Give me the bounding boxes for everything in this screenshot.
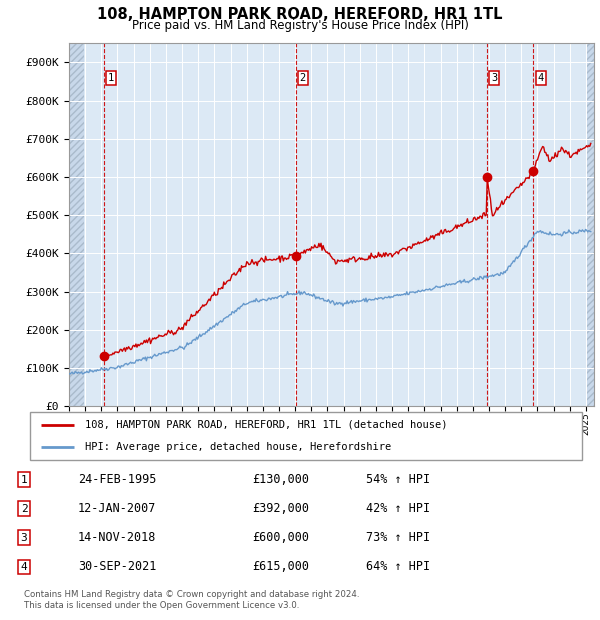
- Text: 73% ↑ HPI: 73% ↑ HPI: [366, 531, 430, 544]
- Text: 2: 2: [299, 73, 306, 82]
- Text: This data is licensed under the Open Government Licence v3.0.: This data is licensed under the Open Gov…: [24, 601, 299, 611]
- Text: 24-FEB-1995: 24-FEB-1995: [78, 473, 157, 486]
- Text: Contains HM Land Registry data © Crown copyright and database right 2024.: Contains HM Land Registry data © Crown c…: [24, 590, 359, 600]
- Text: 1: 1: [20, 474, 28, 485]
- Text: 30-SEP-2021: 30-SEP-2021: [78, 560, 157, 574]
- Text: 108, HAMPTON PARK ROAD, HEREFORD, HR1 1TL (detached house): 108, HAMPTON PARK ROAD, HEREFORD, HR1 1T…: [85, 420, 448, 430]
- FancyBboxPatch shape: [30, 412, 582, 460]
- Text: 64% ↑ HPI: 64% ↑ HPI: [366, 560, 430, 574]
- Text: £600,000: £600,000: [252, 531, 309, 544]
- Text: 42% ↑ HPI: 42% ↑ HPI: [366, 502, 430, 515]
- Text: 1: 1: [107, 73, 114, 82]
- Text: Price paid vs. HM Land Registry's House Price Index (HPI): Price paid vs. HM Land Registry's House …: [131, 19, 469, 32]
- Text: 12-JAN-2007: 12-JAN-2007: [78, 502, 157, 515]
- Text: 4: 4: [538, 73, 544, 82]
- Text: HPI: Average price, detached house, Herefordshire: HPI: Average price, detached house, Here…: [85, 442, 391, 452]
- Text: 54% ↑ HPI: 54% ↑ HPI: [366, 473, 430, 486]
- Text: £392,000: £392,000: [252, 502, 309, 515]
- Text: 14-NOV-2018: 14-NOV-2018: [78, 531, 157, 544]
- Bar: [586, 43, 594, 406]
- Text: 2: 2: [20, 503, 28, 514]
- Bar: [69, 43, 83, 406]
- Text: £130,000: £130,000: [252, 473, 309, 486]
- Text: 3: 3: [20, 533, 28, 543]
- Text: 4: 4: [20, 562, 28, 572]
- Text: £615,000: £615,000: [252, 560, 309, 574]
- Text: 108, HAMPTON PARK ROAD, HEREFORD, HR1 1TL: 108, HAMPTON PARK ROAD, HEREFORD, HR1 1T…: [97, 7, 503, 22]
- Bar: [586, 43, 594, 406]
- Text: 3: 3: [491, 73, 497, 82]
- Bar: [69, 43, 83, 406]
